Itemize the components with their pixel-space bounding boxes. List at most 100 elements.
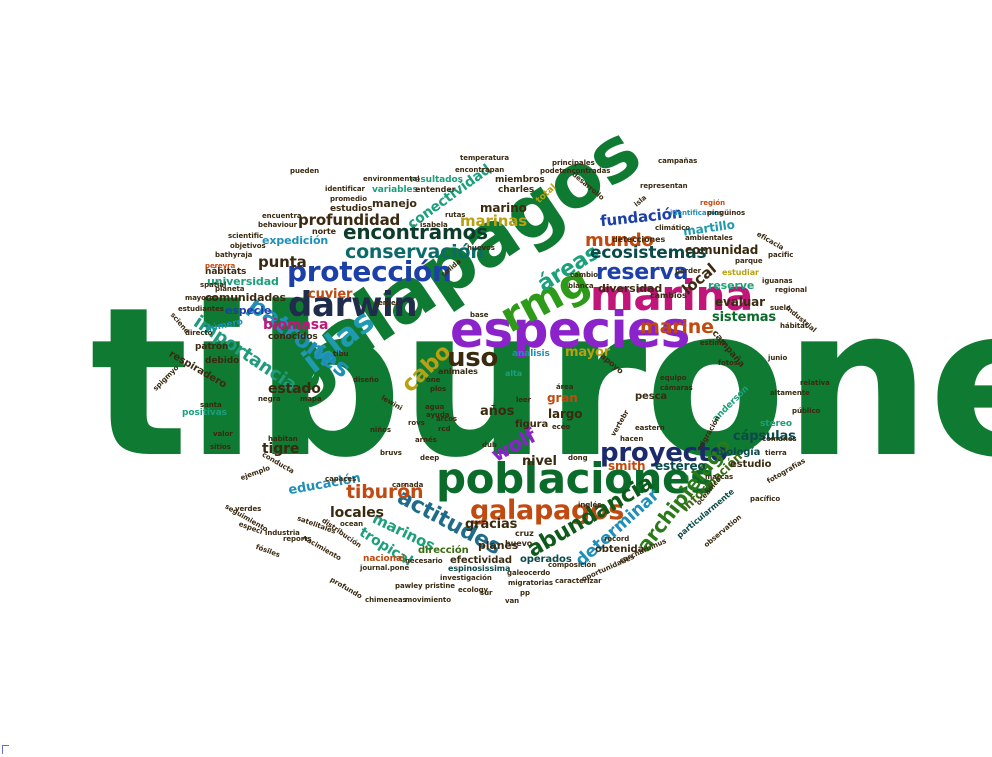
word-one: one — [426, 377, 440, 384]
word-principales: principales — [552, 160, 595, 167]
word-estereo: estéreo — [655, 460, 706, 472]
word-regional: regional — [775, 287, 807, 294]
word-equipo: equipo — [660, 375, 687, 382]
word-rutas: rutas — [445, 212, 465, 219]
word-parque: parque — [735, 258, 763, 265]
word-ingles: inglés — [578, 502, 601, 509]
word-sitios: sitios — [210, 444, 231, 451]
word-stereo: stereo — [760, 420, 792, 429]
resize-corner-icon[interactable] — [2, 745, 9, 754]
word-norte: norte — [312, 228, 336, 236]
word-observation: observation — [703, 514, 743, 549]
word-nacional: nacional — [363, 555, 405, 564]
word-tibu: tibu — [333, 351, 348, 358]
word-estudiantes: estudiantes — [178, 306, 224, 313]
word-deep: deep — [420, 455, 439, 462]
word-necesario: necesario — [405, 558, 443, 565]
word-cruz: cruz — [515, 530, 534, 538]
word-mayores: mayores — [185, 295, 218, 302]
word-marinas: marinas — [460, 214, 527, 229]
word-scientific: scientific — [228, 233, 263, 240]
word-reserve: reserve — [708, 280, 754, 291]
word-ninos: niños — [370, 427, 391, 434]
word-fotos: fotos — [718, 360, 738, 367]
word-eficacia: eficacia — [755, 231, 784, 252]
word-comunidad: comunidad — [685, 244, 758, 256]
word-blanca: blanca — [568, 283, 594, 290]
word-arcos: arcos — [436, 416, 457, 423]
word-huevo: huevo — [505, 540, 532, 548]
word-marino: marino — [480, 202, 527, 214]
word-galeocerdo: galeocerdo — [507, 570, 550, 577]
word-altamente: altamente — [770, 390, 810, 397]
word-van: van — [505, 598, 519, 605]
word-objetivos: objetivos — [230, 243, 266, 250]
word-base: base — [470, 312, 488, 319]
word-dong: dong — [568, 455, 588, 462]
word-pueden: pueden — [290, 168, 319, 175]
word-animales: animales — [438, 368, 478, 376]
word-leer: leer — [516, 397, 531, 404]
word-variables: variables — [372, 186, 418, 195]
word-punta: punta — [258, 255, 307, 270]
word-cambio: cambio — [570, 272, 598, 279]
word-encontrapan: encontrapan — [455, 167, 504, 174]
word-pp: pp — [520, 590, 530, 597]
word-camaras: cámaras — [660, 385, 693, 392]
word-debido: debido — [205, 357, 239, 366]
word-positivas: positivas — [182, 409, 227, 418]
word-diseno: diseño — [353, 377, 379, 384]
word-evaluar: evaluar — [715, 296, 765, 308]
word-environmental: environmental — [363, 176, 420, 183]
word-figura: figura — [515, 420, 548, 430]
word-dub: dub — [482, 442, 497, 449]
word-perder: perder — [675, 268, 701, 275]
word-capaces: capaces — [325, 476, 356, 483]
word-estado: estado — [268, 382, 321, 396]
word-profundidad: profundidad — [298, 213, 400, 228]
word-isabela: isabela — [420, 222, 448, 229]
word-analisis: análisis — [512, 350, 550, 359]
word-encontradas: encontradas — [562, 168, 610, 175]
word-biologia: biología — [716, 448, 760, 458]
word-journalpone: journal.pone — [360, 565, 409, 572]
word-especie: especie — [225, 305, 271, 316]
word-conocidos: conocidos — [268, 333, 318, 342]
word-negra: negra — [258, 396, 281, 403]
word-eceo: ecéo — [552, 424, 570, 431]
word-entender: entender — [415, 186, 456, 194]
word-bruvs: bruvs — [380, 450, 402, 457]
word-composicion: composición — [548, 562, 596, 569]
word-record: record — [604, 536, 629, 543]
word-patron: patrón — [195, 343, 228, 352]
word-miembros: miembros — [495, 176, 545, 185]
word-center: center — [374, 300, 399, 307]
word-rovs: rovs — [408, 420, 425, 427]
word-podet: podet — [540, 168, 563, 175]
word-cuvier: cuvier — [308, 288, 352, 301]
word-santa: santa — [200, 402, 222, 409]
word-habitan: habitan — [268, 436, 298, 443]
word-espinosissima: espinosissima — [448, 565, 510, 573]
word-sur: sur — [480, 590, 492, 597]
word-biomasa: biomasa — [263, 318, 328, 332]
word-rcd: rcd — [438, 426, 450, 433]
word-pacifico: pacífico — [750, 496, 780, 503]
word-campanas: campañas — [658, 158, 697, 165]
word-charles: charles — [498, 186, 534, 195]
word-behaviour: behaviour — [258, 222, 297, 229]
word-estudio: estudio — [730, 460, 771, 470]
word-publico: público — [792, 408, 820, 415]
word-junio: junio — [768, 355, 787, 362]
word-tierra: tierra — [765, 450, 787, 457]
word-chimeneas: chimeneas — [365, 597, 407, 604]
word-arnes: arnés — [415, 437, 437, 444]
word-ambientales: ambientales — [685, 235, 733, 242]
word-alta: alta — [505, 370, 522, 378]
word-area: área — [556, 384, 573, 391]
word-expedicion: expedición — [262, 235, 328, 246]
word-ocean: ocean — [340, 521, 363, 528]
word-plos: plos — [430, 386, 446, 393]
word-relativa: relativa — [800, 380, 830, 387]
